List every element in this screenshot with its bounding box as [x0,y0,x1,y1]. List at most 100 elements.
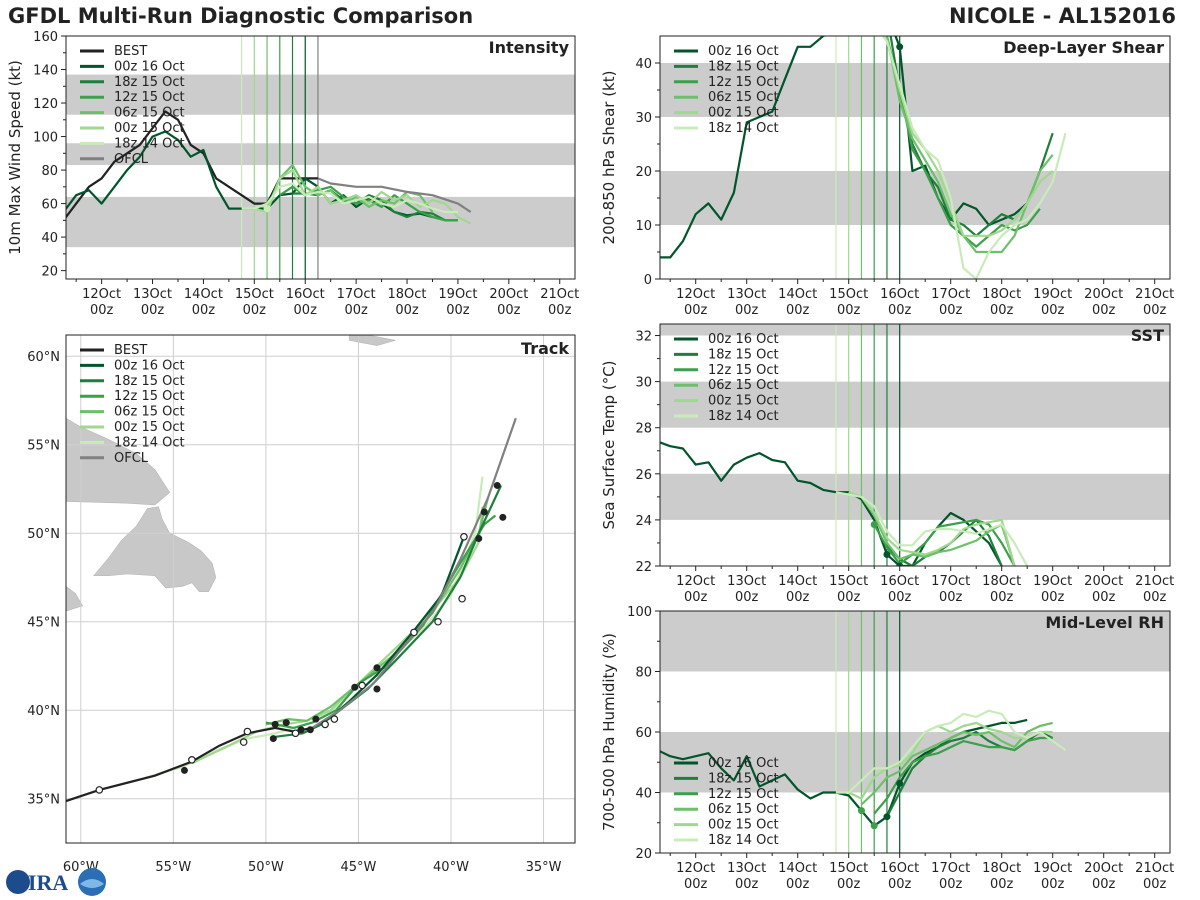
x-tick-label: 15Oct [235,287,274,302]
panel-rh: 2040608010012Oct00z13Oct00z14Oct00z15Oct… [600,605,1174,892]
track-point-open [460,532,468,541]
x-tick-label: 00z [735,877,759,892]
x-tick-label: 21Oct [1135,861,1174,876]
point-marker [870,822,878,830]
y-tick-label: 140 [33,64,58,79]
axes-frame [65,334,576,844]
panel-title: Track [521,339,569,358]
x-tick-label: 20Oct [1084,287,1123,302]
y-tick-label: 22 [635,560,652,575]
lon-tick-label: 45°W [340,860,376,875]
x-tick-label: 13Oct [727,287,766,302]
point-marker [870,521,878,529]
x-tick-label: 17Oct [337,287,376,302]
y-tick-label: 30 [635,111,652,126]
track-line-ofcl [311,417,517,729]
y-tick-label: 30 [635,376,652,391]
x-tick-label: 00z [395,303,419,318]
y-tick-label: 10 [635,219,652,234]
x-tick-label: 20Oct [1084,861,1123,876]
legend-label: 18z 15 Oct [708,771,779,786]
y-tick-label: 20 [635,847,652,862]
series-group [660,441,1029,566]
y-axis-label: 700-500 hPa Humidity (%) [600,633,618,831]
x-tick-label: 00z [939,303,963,318]
y-tick-label: 160 [33,30,58,45]
y-tick-label: 100 [33,131,58,146]
x-tick-label: 00z [446,303,470,318]
point-marker [883,550,891,558]
x-tick-label: 19Oct [1033,287,1072,302]
legend-label: BEST [114,343,147,358]
logo-wave-icon [80,879,104,888]
track-point-filled [373,664,381,672]
legend-label: 00z 16 Oct [114,59,185,74]
lat-tick-label: 55°N [27,439,60,454]
series-line-06z-15-oct [860,496,1016,566]
x-tick-label: 00z [990,303,1014,318]
series-line-06z-15-oct [266,163,434,213]
legend-label: 00z 15 Oct [708,394,779,409]
legend-label: 00z 15 Oct [708,106,779,121]
legend-label: 12z 15 Oct [114,90,185,105]
figure-title: GFDL Multi-Run Diagnostic Comparison [8,4,474,28]
legend-label: 18z 15 Oct [114,75,185,90]
lat-tick-label: 35°N [27,793,60,808]
axes-frame [659,35,1171,280]
x-tick-label: 00z [1143,877,1167,892]
legend-label: 12z 15 Oct [114,389,185,404]
y-tick-label: 0 [644,273,652,288]
track-point-open [239,738,248,746]
shaded-band [660,63,1170,117]
track-line-18z-15-oct [275,485,502,738]
shaded-band [660,473,1170,520]
x-tick-label: 12Oct [676,574,715,589]
y-tick-label: 100 [627,605,652,620]
x-tick-label: 18Oct [982,574,1021,589]
legend-label: 00z 16 Oct [708,44,779,59]
x-tick-label: 00z [939,590,963,605]
x-tick-label: 18Oct [982,287,1021,302]
land-mass [348,335,396,346]
x-tick-label: 19Oct [438,287,477,302]
cira-logo: CIRA [6,868,106,896]
land-mass [66,585,84,612]
series-line-00z-15-oct [848,721,1053,800]
legend-label: BEST [114,44,147,59]
point-marker [263,205,271,213]
track-point-open [188,756,196,764]
x-tick-label: 19Oct [1033,574,1072,589]
lat-tick-label: 50°N [27,527,60,542]
x-tick-label: 00z [1041,303,1065,318]
x-tick-label: 00z [1092,590,1116,605]
y-tick-label: 20 [635,165,652,180]
lon-tick-label: 50°W [248,860,284,875]
legend-label: 18z 14 Oct [114,136,185,151]
legend-label: 12z 15 Oct [708,363,779,378]
x-tick-label: 12Oct [82,287,121,302]
x-tick-label: 00z [1092,877,1116,892]
x-tick-label: 00z [548,303,572,318]
panel-sst: 22242628303212Oct00z13Oct00z14Oct00z15Oc… [600,323,1174,605]
legend-label: 00z 15 Oct [708,818,779,833]
y-tick-label: 20 [41,265,58,280]
x-tick-label: 13Oct [727,574,766,589]
y-tick-label: 80 [635,666,652,681]
axes-frame [65,35,576,280]
track-point-open [434,617,442,626]
y-axis-label: 200-850 hPa Shear (kt) [600,71,618,245]
x-tick-label: 13Oct [133,287,172,302]
lat-tick-label: 40°N [27,704,60,719]
track-point-filled [499,513,507,521]
series-line-00z-16-oct [660,441,1003,566]
series-group [660,709,1067,830]
point-marker [857,807,865,815]
series-line-00z-16-oct [660,36,1028,259]
panel-track: 60°W 55°W 50°W 45°W 40°W 35°W35°N40°N45°N50°N… [27,334,576,875]
track-point-filled [306,726,314,734]
y-tick-label: 32 [635,330,652,345]
x-tick-label: 16Oct [880,287,919,302]
x-tick-label: 00z [192,303,216,318]
legend-label: 12z 15 Oct [708,75,779,90]
